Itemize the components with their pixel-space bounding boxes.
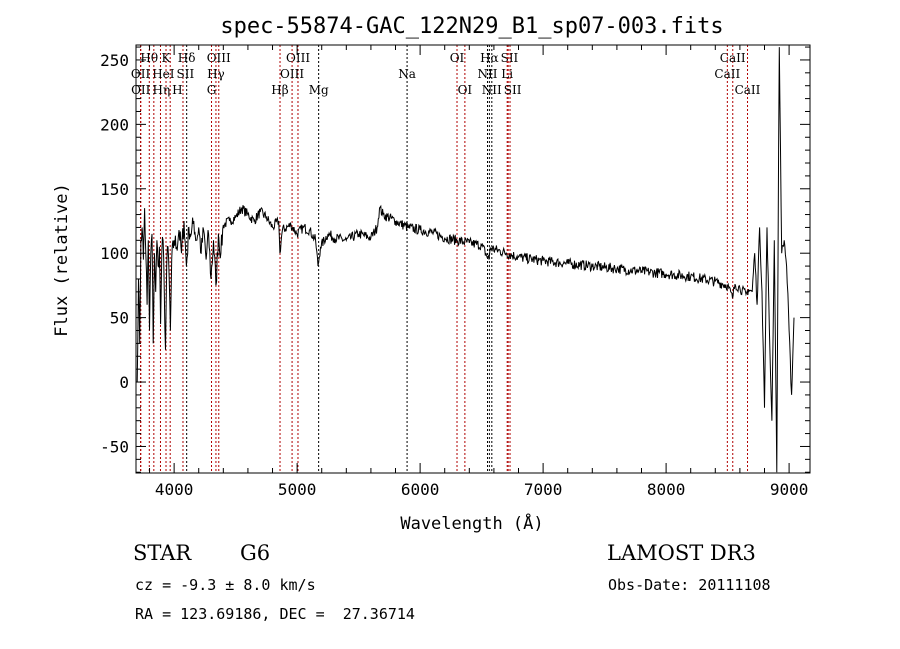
obs-date: Obs-Date: 20111108: [608, 576, 771, 594]
survey-label: LAMOST DR3: [607, 541, 756, 565]
x-tick-label: 7000: [524, 480, 563, 499]
y-axis-label: Flux (relative): [52, 183, 72, 337]
y-tick-label: 150: [100, 180, 129, 199]
axis-ticks: 4000 5000 6000 7000 8000 9000 -50 0 50 100 150 200 2…: [100, 45, 810, 499]
line-label: Na: [398, 67, 416, 81]
y-tick-label: 250: [100, 51, 129, 70]
line-label: OIII: [280, 67, 304, 81]
x-tick-label: 5000: [278, 480, 317, 499]
line-label: SII: [504, 83, 522, 97]
line-label: OI: [450, 51, 465, 65]
line-label: Hη: [153, 83, 171, 97]
subclass: G6: [240, 541, 270, 565]
spectrum-line: [136, 47, 795, 473]
y-tick-label: -50: [100, 437, 129, 456]
line-label: K: [162, 51, 172, 65]
x-tick-label: 9000: [770, 480, 809, 499]
line-label: Li: [501, 67, 513, 81]
line-label: Hγ: [207, 67, 225, 81]
line-label: OIII: [207, 51, 231, 65]
line-label: CaII: [714, 67, 740, 81]
y-tick-label: 200: [100, 115, 129, 134]
x-tick-label: 6000: [401, 480, 440, 499]
x-tick-label: 8000: [647, 480, 686, 499]
x-axis-label: Wavelength (Å): [400, 512, 543, 534]
line-label: OI: [458, 83, 473, 97]
x-tick-label: 4000: [155, 480, 194, 499]
line-label: Hθ: [140, 51, 158, 65]
line-label: OII: [131, 83, 151, 97]
redshift-cz: cz = -9.3 ± 8.0 km/s: [135, 576, 316, 594]
plot-frame: [135, 44, 811, 474]
y-tick-label: 0: [119, 373, 129, 392]
line-label: NII: [482, 83, 502, 97]
series-layer: [136, 47, 795, 473]
chart-title: spec-55874-GAC_122N29_B1_sp07-003.fits: [220, 14, 723, 39]
object-type: STAR: [133, 541, 192, 565]
line-label: Hβ: [271, 83, 288, 97]
line-label: CaII: [735, 83, 761, 97]
y-tick-label: 50: [110, 309, 129, 328]
line-label: Mg: [309, 83, 329, 97]
line-label: NII: [478, 67, 498, 81]
line-label: Hδ: [178, 51, 196, 65]
coordinates: RA = 123.69186, DEC = 27.36714: [135, 605, 415, 623]
line-label: Hα: [480, 51, 499, 65]
line-label: HeI: [152, 67, 175, 81]
y-tick-label: 100: [100, 244, 129, 263]
line-label: OIII: [286, 51, 310, 65]
line-label: CaII: [720, 51, 746, 65]
line-label: SII: [177, 67, 195, 81]
line-label: G: [207, 83, 217, 97]
line-label: H: [172, 83, 182, 97]
